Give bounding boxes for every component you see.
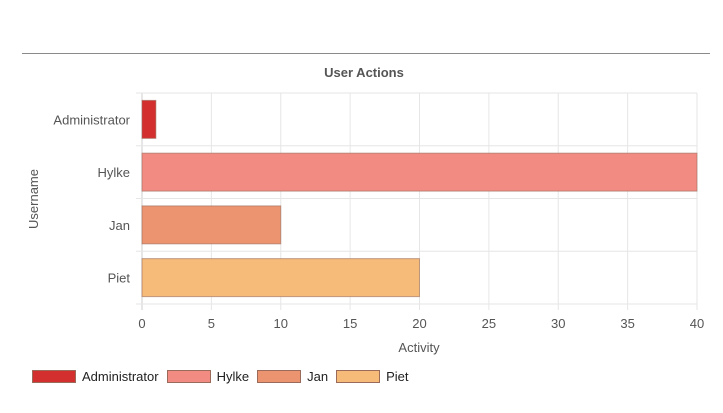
x-tick-label: 35 (620, 316, 634, 331)
legend-item-piet[interactable]: Piet (336, 369, 408, 384)
legend-swatch-piet (336, 370, 381, 383)
chart-title: User Actions (324, 65, 404, 80)
x-tick-label: 15 (343, 316, 357, 331)
x-tick-label: 5 (208, 316, 215, 331)
bar-administrator[interactable] (141, 99, 157, 139)
legend-swatch-jan (257, 370, 302, 383)
y-tick-label-jan: Jan (109, 218, 130, 233)
y-tick-label-hylke: Hylke (97, 165, 130, 180)
y-axis-label: Username (26, 169, 41, 229)
x-tick-label: 40 (690, 316, 704, 331)
legend-swatch-hylke (166, 370, 211, 383)
legend-swatch-administrator (32, 370, 76, 383)
y-tick-label-administrator: Administrator (53, 112, 130, 127)
bar-hylke[interactable] (141, 152, 698, 192)
legend-label-administrator: Administrator (82, 369, 159, 384)
legend-item-jan[interactable]: Jan (257, 369, 328, 384)
top-divider (22, 53, 710, 54)
x-axis-label: Activity (398, 340, 440, 355)
bars (141, 99, 698, 298)
x-tick-label: 0 (138, 316, 145, 331)
x-tick-label: 10 (274, 316, 288, 331)
legend: Administrator Hylke Jan Piet (32, 369, 416, 384)
y-tick-labels: Administrator Hylke Jan Piet (53, 112, 130, 285)
x-tick-labels: 0 5 10 15 20 25 30 35 40 (138, 316, 704, 331)
legend-label-piet: Piet (386, 369, 409, 384)
bar-jan[interactable] (141, 205, 282, 245)
y-tick-label-piet: Piet (108, 271, 131, 286)
legend-item-administrator[interactable]: Administrator (32, 369, 159, 384)
x-tick-label: 20 (412, 316, 426, 331)
x-tick-label: 25 (482, 316, 496, 331)
legend-label-jan: Jan (307, 369, 329, 384)
legend-label-hylke: Hylke (216, 369, 250, 384)
bar-piet[interactable] (141, 258, 420, 298)
x-tick-label: 30 (551, 316, 565, 331)
legend-item-hylke[interactable]: Hylke (166, 369, 250, 384)
